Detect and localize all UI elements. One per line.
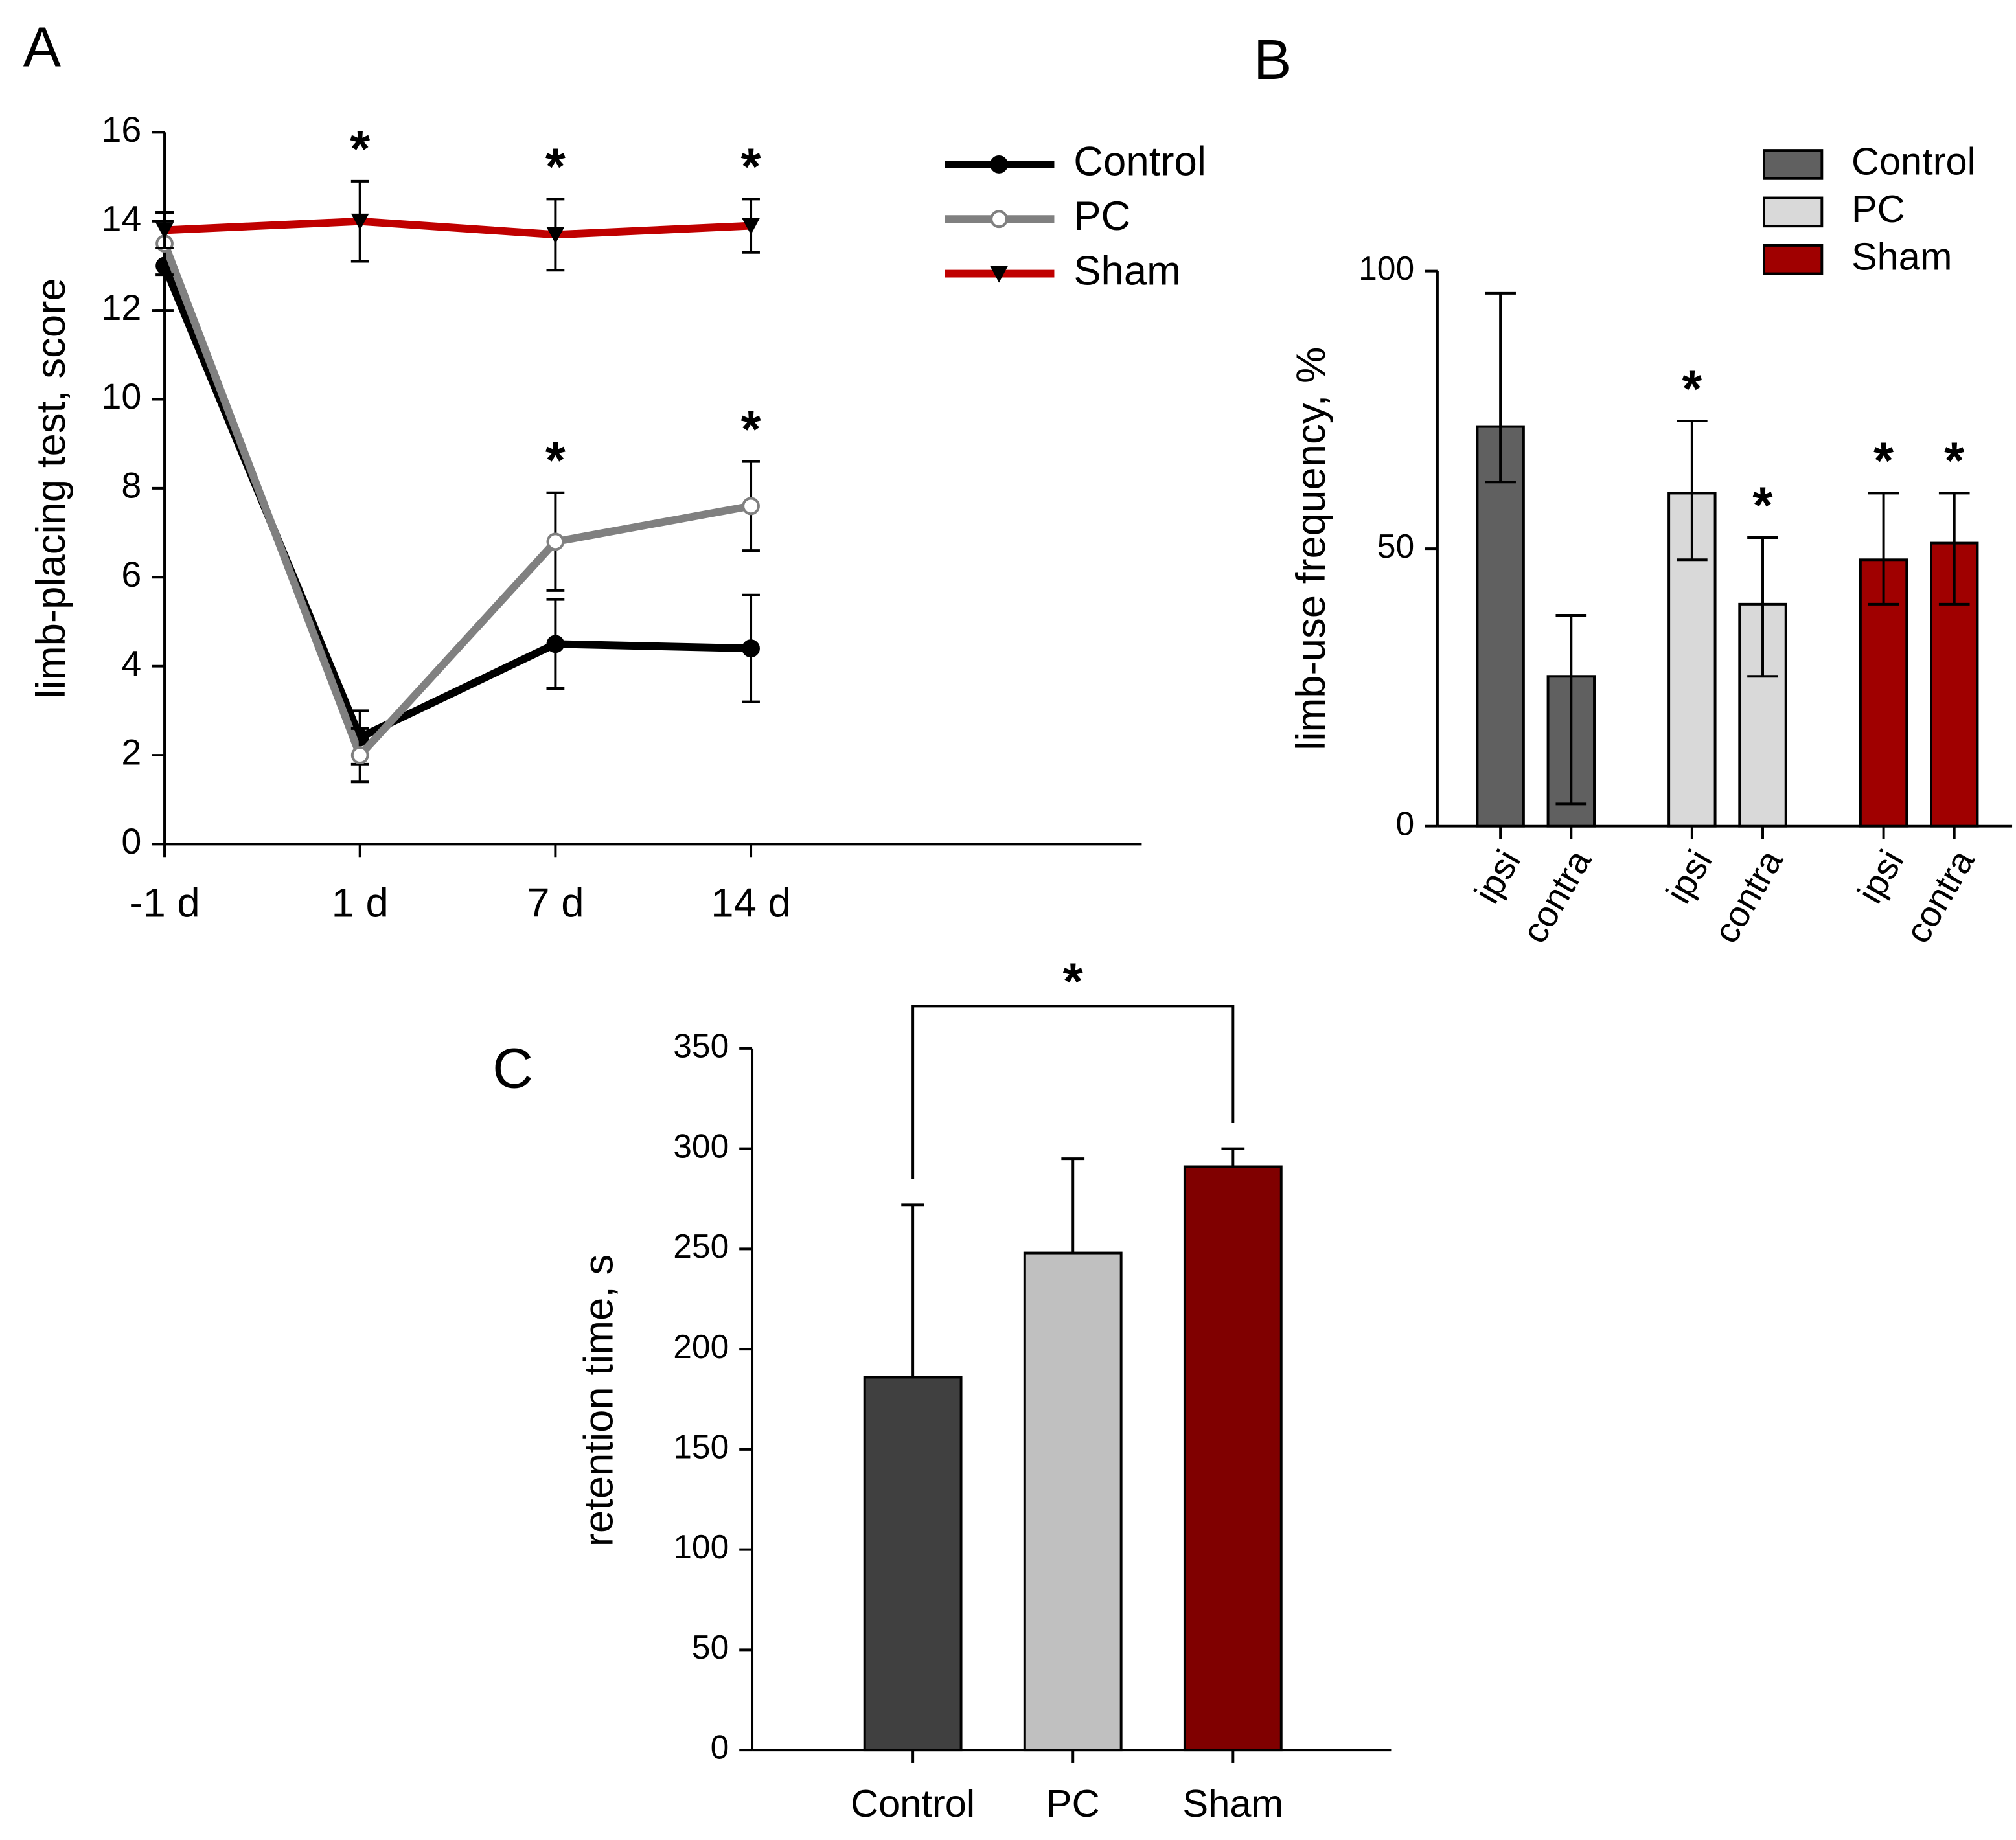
y-axis-label: retention time, s [577, 1255, 622, 1547]
series-line [161, 264, 751, 743]
y-tick-label: 350 [673, 1027, 729, 1065]
y-tick-label: 2 [121, 733, 141, 773]
y-tick-label: 250 [673, 1227, 729, 1265]
x-tick-label: 1 d [332, 880, 389, 926]
significance-bracket [911, 1005, 1235, 1179]
y-tick-label: 0 [711, 1729, 729, 1766]
point [742, 497, 760, 516]
panel-label: C [492, 1037, 533, 1100]
legend-label: Sham [1073, 248, 1181, 293]
point [546, 227, 565, 244]
y-tick-label: 12 [102, 288, 142, 328]
y-tick-label: 4 [121, 643, 141, 683]
significance-label: * [545, 431, 566, 489]
significance-label: * [1753, 476, 1773, 534]
y-tick-label: 50 [692, 1628, 729, 1666]
x-tick-label: 7 d [527, 880, 584, 926]
point [742, 218, 760, 235]
y-tick-label: 16 [102, 109, 142, 150]
x-tick-label: -1 d [129, 880, 200, 926]
y-tick-label: 14 [102, 198, 142, 238]
point [742, 639, 760, 658]
legend-marker [990, 266, 1008, 283]
y-tick-label: 0 [121, 821, 141, 861]
panel-label: A [23, 15, 62, 78]
x-tick-label: 14 d [711, 880, 791, 926]
legend-label: Control [1073, 139, 1206, 185]
significance-label: * [741, 400, 761, 458]
legend-swatch [1763, 244, 1824, 275]
bar [1476, 425, 1525, 828]
point [350, 213, 369, 231]
x-tick-label: contra [1706, 843, 1791, 950]
y-tick-label: 50 [1377, 527, 1414, 565]
legend-swatch [1763, 196, 1824, 228]
y-tick-label: 0 [1395, 804, 1414, 842]
series-line [164, 217, 751, 239]
significance-label: * [545, 138, 566, 196]
y-tick-label: 150 [673, 1428, 729, 1466]
significance-label: * [1063, 953, 1083, 1010]
point [350, 746, 369, 764]
x-tick-label: contra [1897, 843, 1982, 950]
legend-marker [990, 210, 1008, 229]
bar [1023, 1251, 1123, 1752]
x-tick-label: PC [1046, 1782, 1100, 1825]
x-tick-label: Sham [1183, 1782, 1284, 1825]
significance-label: * [350, 120, 370, 177]
y-tick-label: 8 [121, 466, 141, 506]
bar [863, 1376, 963, 1752]
legend-swatch [1763, 149, 1824, 180]
significance-label: * [741, 138, 761, 196]
legend-label: PC [1851, 187, 1905, 231]
y-tick-label: 100 [673, 1528, 729, 1565]
y-tick-label: 300 [673, 1127, 729, 1164]
panel-label: B [1254, 28, 1291, 91]
legend-marker [990, 155, 1008, 174]
bar [1183, 1165, 1283, 1752]
y-axis-label: limb-use frequency, % [1289, 347, 1334, 751]
x-tick-label: Control [851, 1782, 975, 1825]
significance-label: * [1944, 432, 1964, 490]
x-tick-label: ipsi [1850, 843, 1911, 910]
point [546, 635, 565, 653]
x-tick-label: ipsi [1658, 843, 1719, 910]
y-axis-label: limb-placing test, score [29, 278, 74, 698]
legend-label: PC [1073, 194, 1130, 239]
y-tick-label: 200 [673, 1328, 729, 1365]
point [546, 532, 565, 551]
point [155, 222, 174, 240]
x-tick-label: contra [1514, 843, 1599, 950]
y-tick-label: 100 [1358, 249, 1414, 287]
x-tick-label: ipsi [1467, 843, 1528, 910]
y-tick-label: 6 [121, 554, 141, 595]
legend-label: Control [1851, 140, 1976, 183]
significance-label: * [1682, 359, 1702, 417]
significance-label: * [1873, 432, 1894, 490]
y-tick-label: 10 [102, 376, 142, 416]
series-line [161, 242, 752, 763]
legend-label: Sham [1851, 234, 1953, 278]
